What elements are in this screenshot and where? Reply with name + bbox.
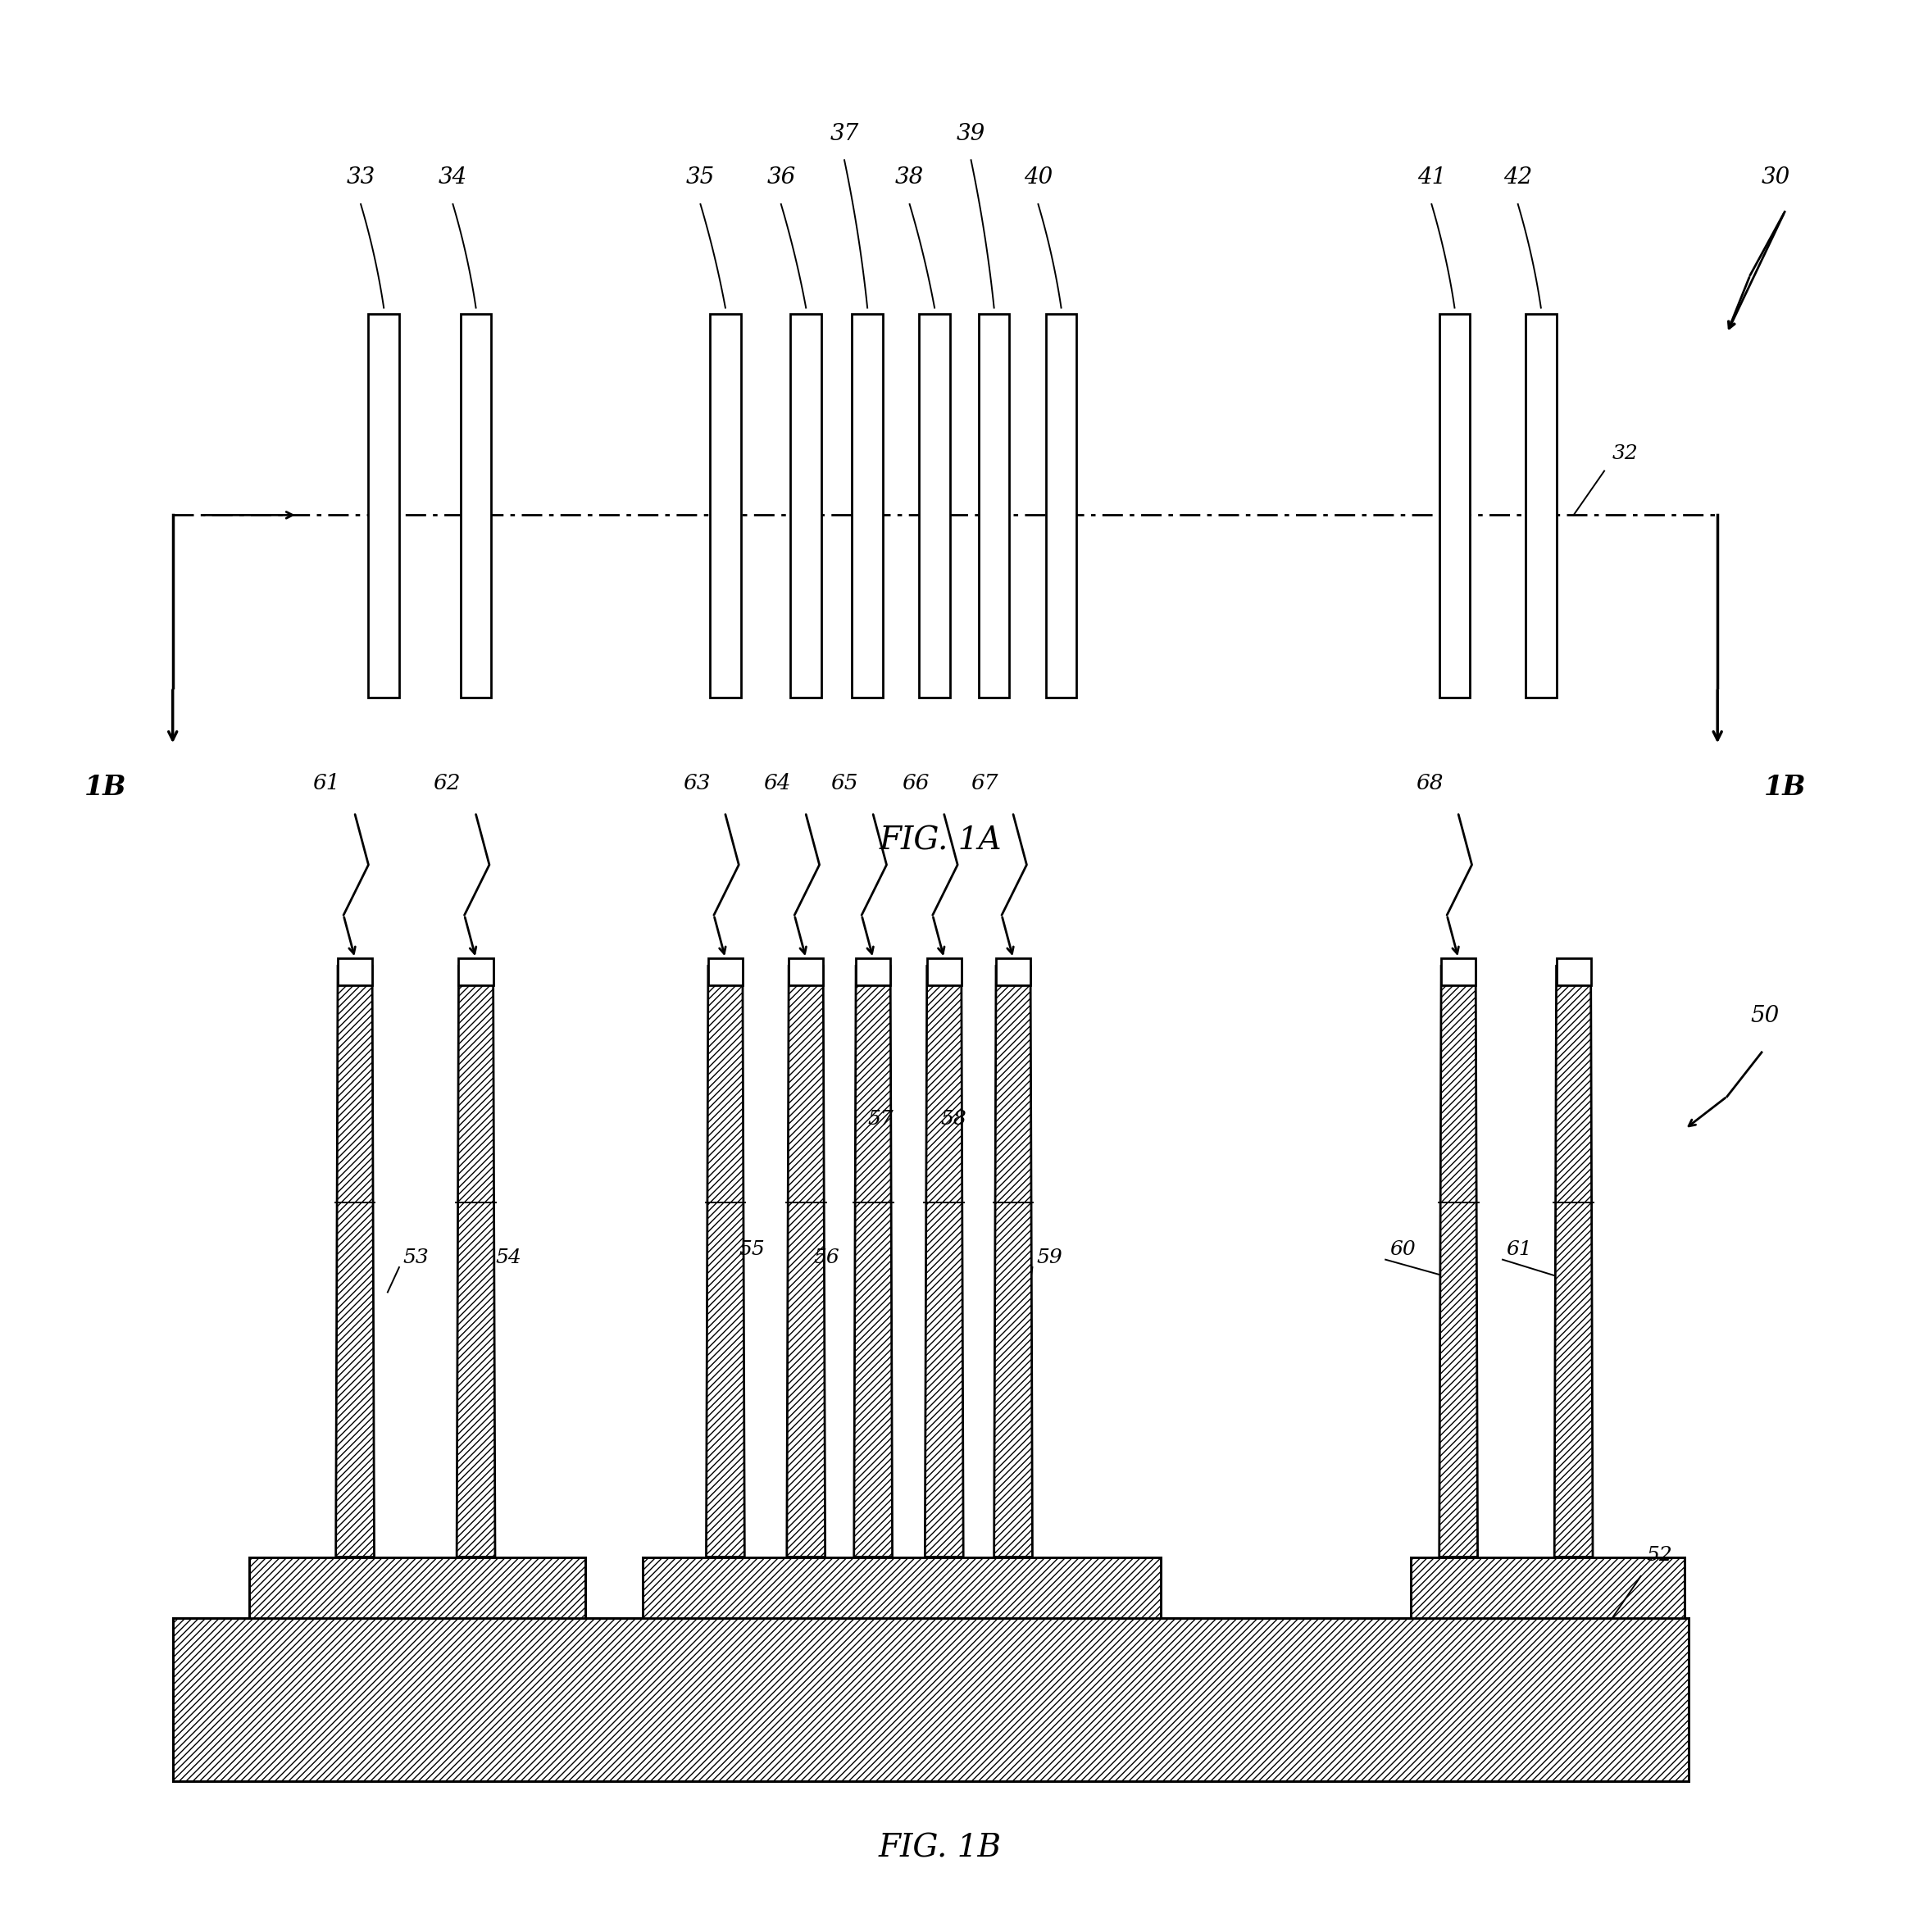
Bar xyxy=(708,958,743,985)
Text: 41: 41 xyxy=(1416,166,1447,189)
Text: 32: 32 xyxy=(1612,444,1639,464)
Polygon shape xyxy=(336,966,374,1557)
Bar xyxy=(852,313,883,697)
Bar xyxy=(338,958,372,985)
Text: 63: 63 xyxy=(683,773,710,794)
Polygon shape xyxy=(1554,966,1593,1557)
Text: 1B: 1B xyxy=(84,775,127,802)
Text: 55: 55 xyxy=(739,1240,766,1260)
Text: 61: 61 xyxy=(313,773,340,794)
Text: 56: 56 xyxy=(814,1248,841,1267)
Bar xyxy=(927,958,961,985)
Text: 68: 68 xyxy=(1416,773,1443,794)
Polygon shape xyxy=(925,966,963,1557)
Text: 65: 65 xyxy=(831,773,858,794)
Bar xyxy=(789,958,823,985)
Bar xyxy=(710,313,741,697)
Polygon shape xyxy=(787,966,825,1557)
Text: 36: 36 xyxy=(766,166,796,189)
Bar xyxy=(1410,1557,1685,1619)
Text: 64: 64 xyxy=(764,773,791,794)
Text: 53: 53 xyxy=(403,1248,430,1267)
Polygon shape xyxy=(994,966,1032,1557)
Text: 33: 33 xyxy=(345,166,376,189)
Polygon shape xyxy=(706,966,745,1557)
Polygon shape xyxy=(854,966,892,1557)
Text: 61: 61 xyxy=(1506,1240,1533,1260)
Bar xyxy=(996,958,1031,985)
Bar xyxy=(461,313,491,697)
Text: 42: 42 xyxy=(1503,166,1533,189)
Bar xyxy=(979,313,1009,697)
Text: 40: 40 xyxy=(1023,166,1054,189)
Bar xyxy=(1526,313,1556,697)
Text: 39: 39 xyxy=(956,122,986,145)
Bar xyxy=(643,1557,1161,1619)
Text: 50: 50 xyxy=(1750,1005,1779,1028)
Bar xyxy=(1439,313,1470,697)
Text: 35: 35 xyxy=(685,166,716,189)
Text: 58: 58 xyxy=(940,1111,967,1128)
Bar xyxy=(1441,958,1476,985)
Text: 34: 34 xyxy=(438,166,468,189)
Bar xyxy=(173,1619,1689,1781)
Bar xyxy=(249,1557,585,1619)
Text: 38: 38 xyxy=(894,166,925,189)
Bar xyxy=(791,313,821,697)
Bar xyxy=(856,958,890,985)
Text: 67: 67 xyxy=(971,773,998,794)
Text: 54: 54 xyxy=(495,1248,522,1267)
Text: 62: 62 xyxy=(434,773,461,794)
Text: 1B: 1B xyxy=(1764,775,1806,802)
Text: 57: 57 xyxy=(867,1111,894,1128)
Text: 60: 60 xyxy=(1389,1240,1416,1260)
Text: 66: 66 xyxy=(902,773,929,794)
Bar xyxy=(1556,958,1591,985)
Text: 30: 30 xyxy=(1762,166,1790,189)
Text: 52: 52 xyxy=(1647,1546,1673,1565)
Bar xyxy=(459,958,493,985)
Polygon shape xyxy=(457,966,495,1557)
Bar xyxy=(1046,313,1077,697)
Text: FIG. 1B: FIG. 1B xyxy=(879,1833,1002,1864)
Text: 37: 37 xyxy=(829,122,860,145)
Text: FIG. 1A: FIG. 1A xyxy=(879,827,1002,856)
Polygon shape xyxy=(1439,966,1478,1557)
Text: 59: 59 xyxy=(1036,1248,1063,1267)
Bar xyxy=(919,313,950,697)
Bar xyxy=(368,313,399,697)
